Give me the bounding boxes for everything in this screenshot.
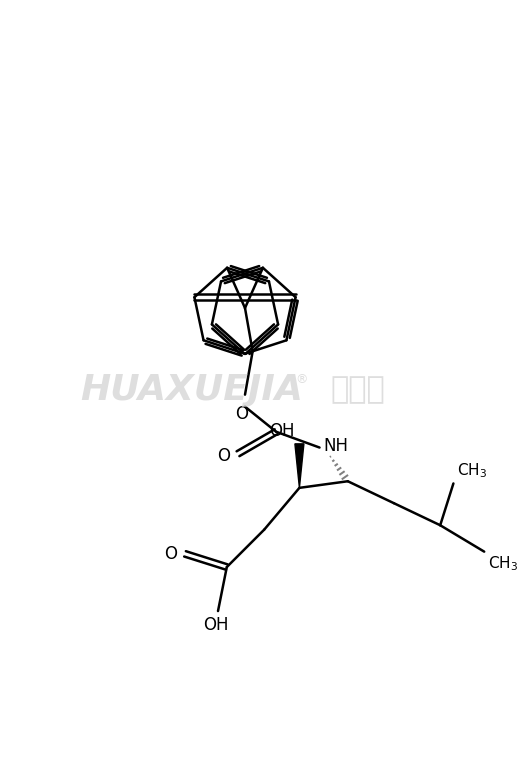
Text: O: O	[164, 545, 177, 563]
Text: O: O	[235, 404, 249, 423]
Text: OH: OH	[203, 616, 229, 634]
Text: HUAXUEJIA: HUAXUEJIA	[80, 373, 303, 407]
Text: CH$_3$: CH$_3$	[458, 462, 488, 480]
Text: 化学加: 化学加	[330, 375, 385, 404]
Text: OH: OH	[269, 422, 295, 440]
Text: CH$_3$: CH$_3$	[488, 555, 518, 573]
Text: NH: NH	[324, 437, 349, 454]
Text: ®: ®	[295, 374, 307, 387]
Polygon shape	[295, 444, 304, 488]
Text: O: O	[217, 447, 230, 465]
